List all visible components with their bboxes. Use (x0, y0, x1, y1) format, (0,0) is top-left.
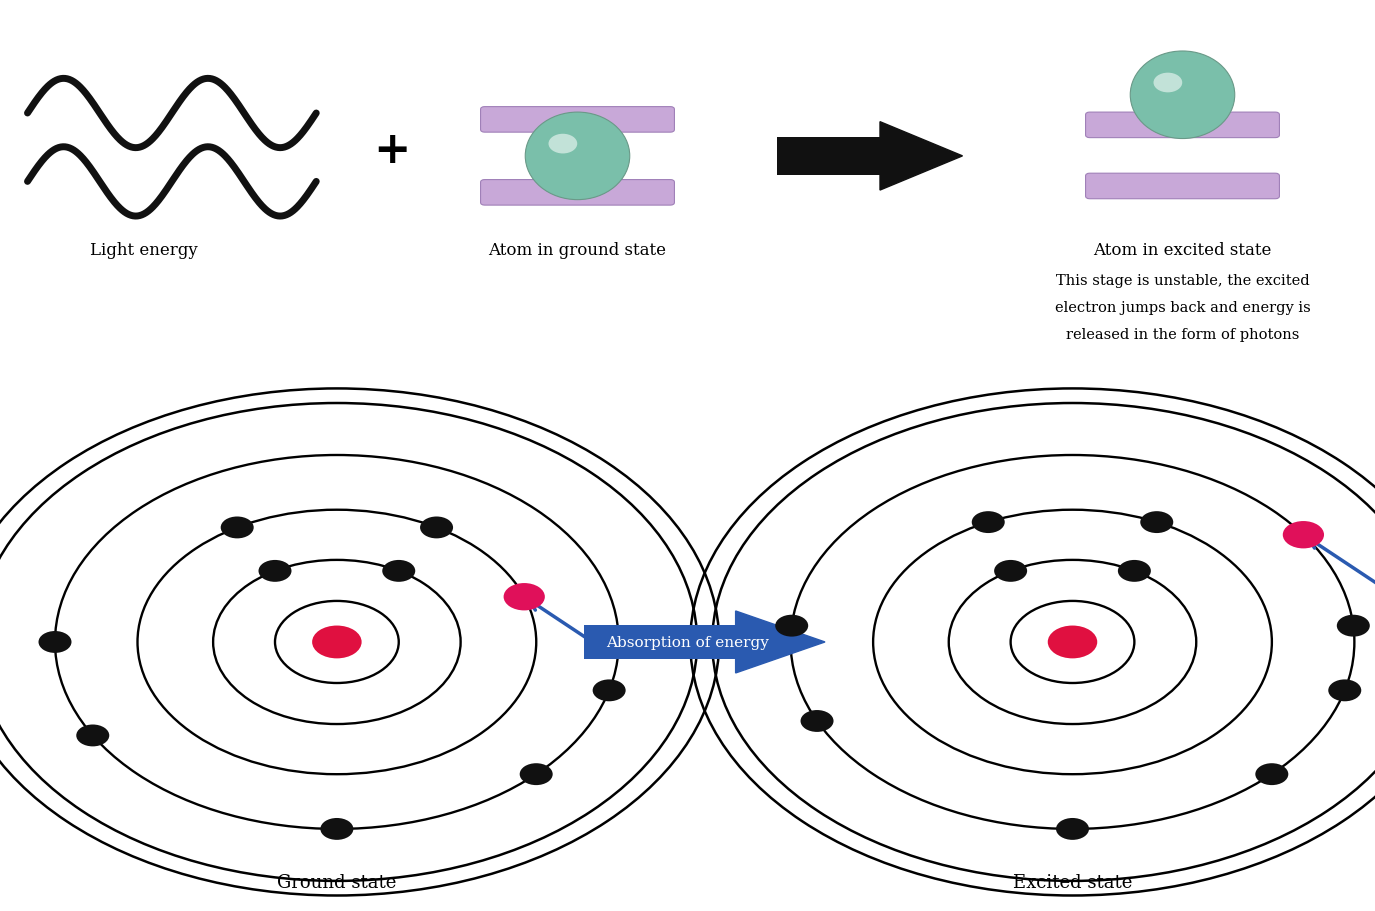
Ellipse shape (549, 135, 578, 154)
Circle shape (1283, 521, 1324, 548)
Circle shape (1048, 626, 1097, 659)
FancyBboxPatch shape (1086, 174, 1279, 200)
Ellipse shape (525, 113, 630, 200)
Circle shape (382, 560, 415, 582)
Text: Absorption of energy: Absorption of energy (606, 635, 769, 650)
FancyBboxPatch shape (480, 180, 674, 206)
Circle shape (972, 512, 1005, 534)
Circle shape (312, 626, 362, 659)
Text: Ground state: Ground state (278, 873, 396, 891)
Circle shape (1255, 763, 1288, 785)
Circle shape (994, 560, 1027, 582)
Circle shape (320, 818, 353, 840)
Text: electron jumps back and energy is: electron jumps back and energy is (1055, 301, 1310, 314)
Text: +: + (373, 128, 411, 172)
Circle shape (602, 631, 635, 653)
Circle shape (221, 517, 254, 538)
Bar (584, 625, 736, 660)
Circle shape (1140, 512, 1173, 534)
Text: Atom in ground state: Atom in ground state (488, 241, 667, 259)
Text: This stage is unstable, the excited: This stage is unstable, the excited (1056, 273, 1309, 287)
Circle shape (76, 725, 109, 747)
Circle shape (503, 583, 544, 610)
Circle shape (1056, 818, 1089, 840)
Bar (777, 138, 880, 176)
Circle shape (421, 517, 452, 538)
Text: Light energy: Light energy (91, 241, 198, 259)
Polygon shape (880, 122, 962, 191)
Circle shape (800, 711, 833, 732)
Circle shape (1328, 680, 1361, 701)
Circle shape (1336, 615, 1370, 637)
Circle shape (520, 763, 553, 785)
Circle shape (775, 615, 808, 637)
Circle shape (1118, 560, 1151, 582)
Circle shape (258, 560, 292, 582)
Circle shape (38, 631, 72, 653)
Polygon shape (736, 611, 825, 673)
Ellipse shape (1130, 52, 1235, 139)
FancyBboxPatch shape (1086, 113, 1279, 138)
Text: Excited state: Excited state (1013, 873, 1132, 891)
FancyBboxPatch shape (480, 107, 674, 133)
Text: released in the form of photons: released in the form of photons (1066, 328, 1299, 342)
Text: Atom in excited state: Atom in excited state (1093, 241, 1272, 259)
Circle shape (593, 680, 626, 701)
Ellipse shape (1154, 74, 1182, 93)
